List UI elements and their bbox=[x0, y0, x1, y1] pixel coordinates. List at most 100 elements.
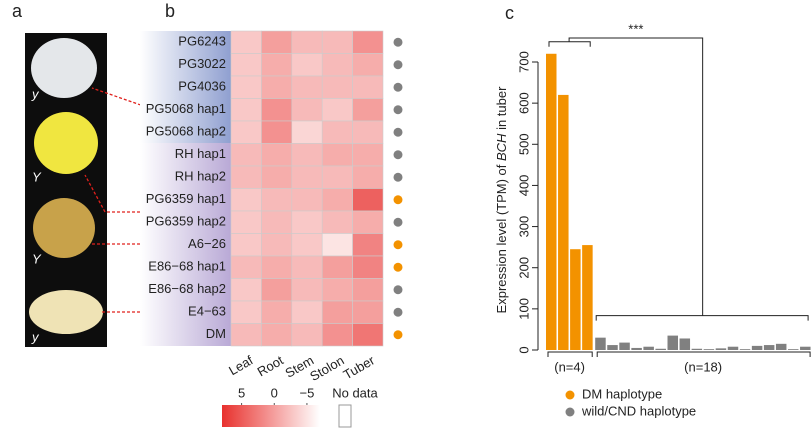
y-tick-label: 700 bbox=[516, 51, 531, 73]
significance-bracket bbox=[568, 37, 704, 316]
heatmap-cell bbox=[291, 98, 323, 122]
no-data-box bbox=[338, 404, 352, 428]
heatmap-cell bbox=[230, 75, 262, 99]
heatmap-cell bbox=[321, 75, 353, 99]
heatmap-cell bbox=[261, 188, 293, 212]
heatmap-cell bbox=[261, 165, 293, 189]
group-dot bbox=[393, 330, 403, 340]
heatmap-cell bbox=[291, 30, 323, 54]
group-dot bbox=[393, 60, 403, 70]
heatmap-cell bbox=[291, 165, 323, 189]
heatmap-cell bbox=[352, 233, 384, 257]
heatmap-cell bbox=[352, 300, 384, 324]
bar bbox=[546, 53, 557, 351]
legend-marker bbox=[565, 390, 575, 400]
heatmap-cell bbox=[230, 300, 262, 324]
group-dot bbox=[393, 105, 403, 115]
heatmap-cell bbox=[261, 300, 293, 324]
bar bbox=[679, 338, 691, 350]
heatmap-cell bbox=[291, 75, 323, 99]
heatmap-cell bbox=[352, 255, 384, 279]
heatmap-cell bbox=[261, 53, 293, 77]
heatmap-cell bbox=[291, 210, 323, 234]
group-dot bbox=[393, 240, 403, 250]
photo-label: Y bbox=[32, 169, 42, 184]
bar bbox=[715, 348, 727, 350]
y-tick-label: 300 bbox=[516, 216, 531, 238]
heatmap-cell bbox=[291, 53, 323, 77]
heatmap-cell bbox=[261, 278, 293, 302]
row-label: E4−63 bbox=[188, 304, 226, 319]
legend-label: DM haplotype bbox=[582, 386, 662, 401]
photos bbox=[25, 33, 107, 347]
column-label: Tuber bbox=[341, 352, 378, 382]
colorbar-tick-label: −5 bbox=[300, 385, 315, 400]
no-data-label: No data bbox=[332, 385, 378, 400]
bar bbox=[655, 348, 666, 350]
group-dot bbox=[393, 307, 403, 317]
heatmap-cell bbox=[321, 143, 353, 167]
label-band bbox=[140, 143, 231, 346]
photo-label: y bbox=[31, 86, 40, 101]
y-tick-label: 0 bbox=[516, 346, 531, 353]
panel-label: a bbox=[12, 1, 23, 21]
group-bracket bbox=[548, 41, 591, 47]
heatmap-cell bbox=[321, 255, 353, 279]
heatmap-cell bbox=[321, 278, 353, 302]
heatmap-cell bbox=[321, 30, 353, 54]
group-dot bbox=[393, 150, 403, 160]
bar bbox=[703, 349, 715, 350]
heatmap-cell bbox=[261, 120, 293, 144]
group-axis bbox=[596, 351, 811, 357]
group-axis bbox=[547, 351, 593, 357]
tuber-photo bbox=[33, 198, 95, 258]
heatmap-cell bbox=[352, 210, 384, 234]
bar bbox=[570, 249, 581, 350]
heatmap-cell bbox=[321, 210, 353, 234]
bar bbox=[763, 345, 775, 350]
heatmap-cell bbox=[291, 120, 323, 144]
legend-marker bbox=[565, 407, 575, 417]
heatmap-cell bbox=[321, 98, 353, 122]
heatmap-cell bbox=[321, 165, 353, 189]
row-label: PG5068 hap2 bbox=[146, 124, 226, 139]
heatmap-cell bbox=[352, 120, 384, 144]
heatmap-cell bbox=[261, 323, 293, 347]
photo-label: y bbox=[31, 329, 40, 344]
tuber-photo bbox=[29, 290, 103, 334]
bar bbox=[643, 346, 654, 350]
group-dot bbox=[393, 82, 403, 92]
heatmap-cell bbox=[230, 278, 262, 302]
heatmap-cell bbox=[352, 98, 384, 122]
bar bbox=[788, 349, 799, 350]
row-label: E86−68 hap1 bbox=[148, 259, 226, 274]
tuber-photo bbox=[34, 112, 98, 174]
heatmap-cell bbox=[321, 323, 353, 347]
bar bbox=[558, 94, 569, 351]
heatmap-cell bbox=[352, 30, 384, 54]
y-label-part: Expression level (TPM) of bbox=[494, 161, 509, 313]
heatmap-cell bbox=[230, 323, 262, 347]
row-label: PG5068 hap1 bbox=[146, 101, 226, 116]
y-tick-label: 400 bbox=[516, 175, 531, 197]
heatmap-cell bbox=[230, 53, 262, 77]
heatmap-cell bbox=[321, 188, 353, 212]
heatmap-cell bbox=[230, 210, 262, 234]
heatmap-cell bbox=[261, 98, 293, 122]
group-dot bbox=[393, 127, 403, 137]
heatmap-cell bbox=[261, 75, 293, 99]
y-tick-label: 600 bbox=[516, 92, 531, 114]
heatmap-cell bbox=[321, 53, 353, 77]
bar bbox=[739, 349, 751, 350]
heatmap-cell bbox=[261, 30, 293, 54]
group-dot bbox=[393, 37, 403, 47]
row-label: RH hap2 bbox=[175, 169, 226, 184]
column-label: Leaf bbox=[226, 352, 256, 378]
tuber-photo bbox=[31, 38, 97, 98]
heatmap-cell bbox=[352, 323, 384, 347]
heatmap-cell bbox=[291, 143, 323, 167]
legend-label: wild/CND haplotype bbox=[581, 403, 696, 418]
group-dot bbox=[393, 217, 403, 227]
y-tick-label: 200 bbox=[516, 257, 531, 279]
